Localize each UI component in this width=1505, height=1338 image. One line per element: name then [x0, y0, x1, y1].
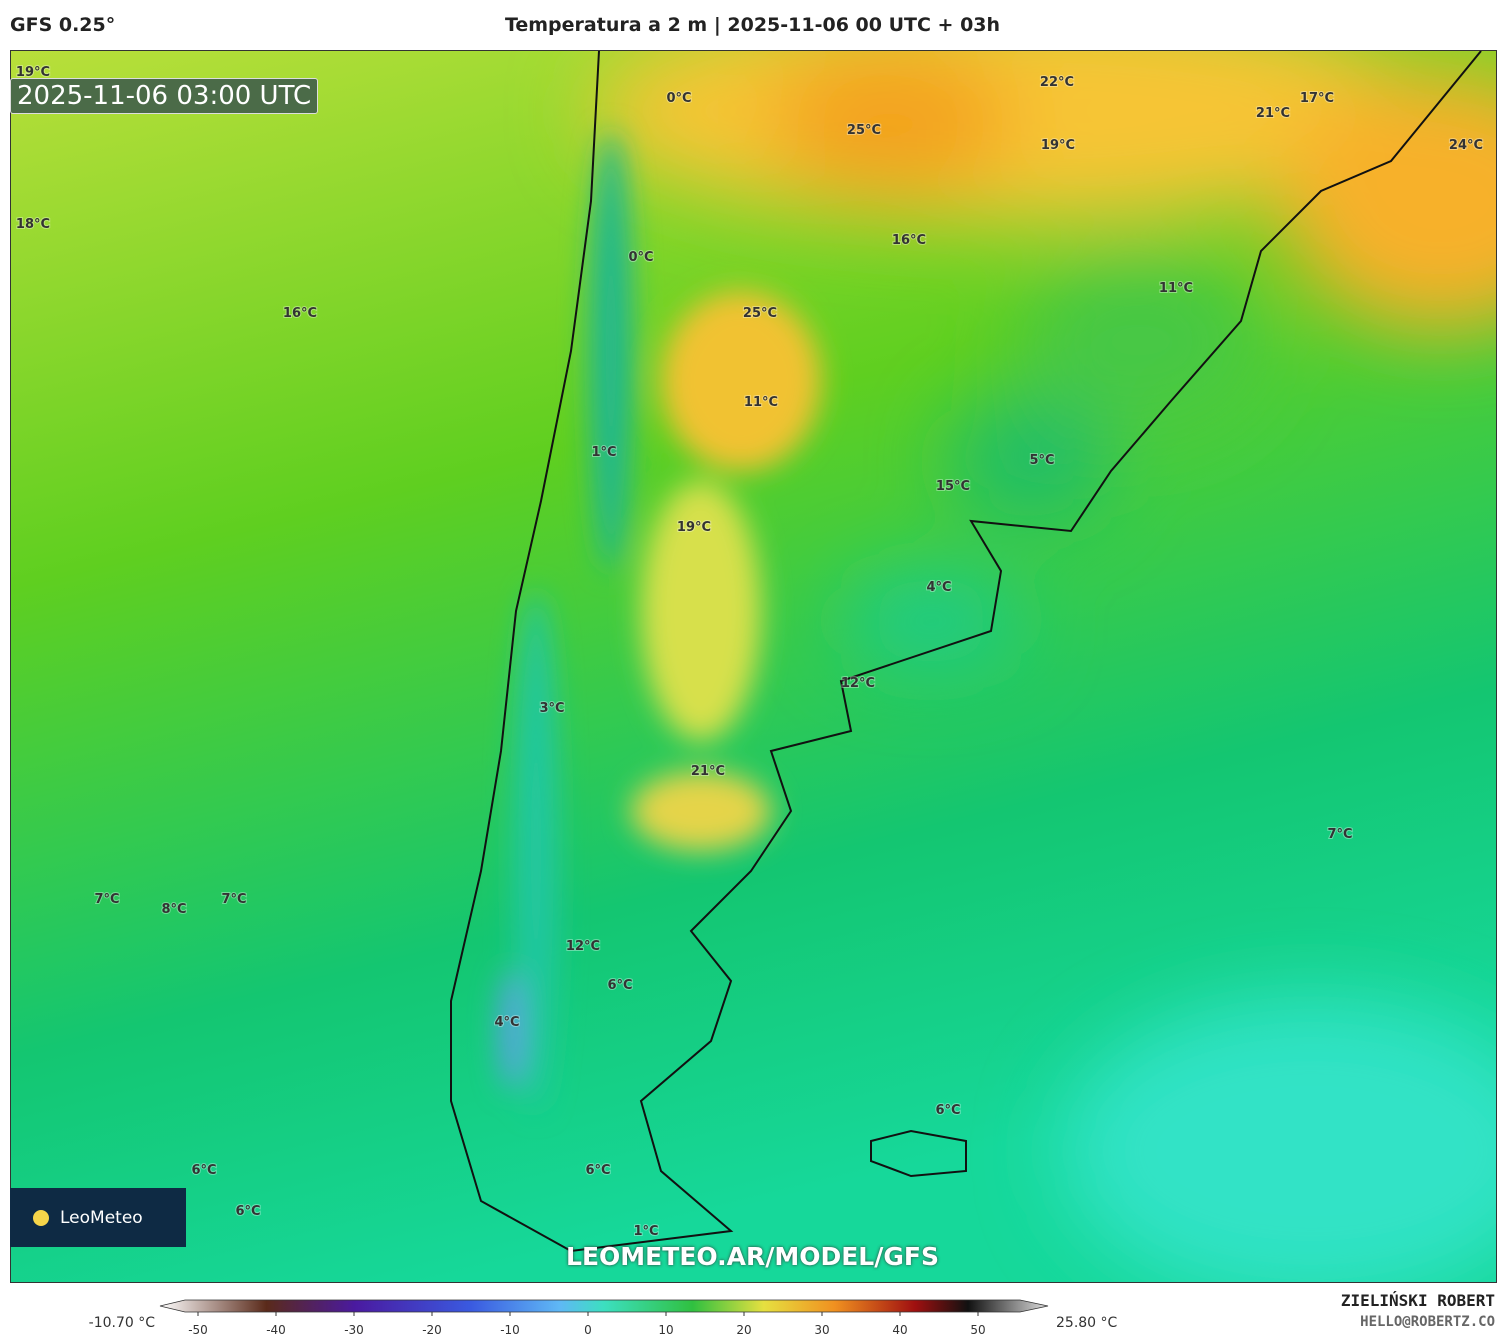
temperature-label: 12°C	[841, 676, 875, 691]
temperature-label: 0°C	[628, 250, 653, 265]
temperature-label: 19°C	[1041, 138, 1075, 153]
logo: LeoMeteo	[10, 1188, 186, 1247]
temperature-label: 4°C	[926, 580, 951, 595]
temperature-label: 7°C	[221, 892, 246, 907]
colorbar-tick-label: -10	[500, 1323, 520, 1337]
temperature-label: 25°C	[847, 123, 881, 138]
temperature-label: 11°C	[1159, 281, 1193, 296]
model-name: GFS 0.25°	[10, 14, 116, 36]
temperature-label: 6°C	[935, 1103, 960, 1118]
temperature-label: 12°C	[566, 939, 600, 954]
temperature-label: 5°C	[1029, 453, 1054, 468]
temperature-label: 6°C	[191, 1163, 216, 1178]
colorbar-tick-label: 0	[584, 1323, 592, 1337]
temperature-label: 4°C	[494, 1015, 519, 1030]
colorbar-tick-label: -50	[188, 1323, 208, 1337]
colorbar-min: -10.70 °C	[89, 1315, 156, 1331]
colorbar-tick-label: 20	[736, 1323, 751, 1337]
colorbar-tick-label: 10	[658, 1323, 673, 1337]
temperature-label: 21°C	[691, 764, 725, 779]
watermark: LEOMETEO.AR/MODEL/GFS	[566, 1242, 939, 1271]
colorbar-tick-label: -40	[266, 1323, 286, 1337]
temperature-label: 6°C	[585, 1163, 610, 1178]
temperature-label: 19°C	[677, 520, 711, 535]
temperature-label: 18°C	[16, 217, 50, 232]
colorbar-tick-label: -30	[344, 1323, 364, 1337]
temperature-label: 11°C	[744, 395, 778, 410]
logo-sun	[33, 1209, 49, 1226]
temperature-label: 0°C	[666, 91, 691, 106]
timestamp: 2025-11-06 03:00 UTC	[10, 78, 319, 114]
colorbar-tick-label: -20	[422, 1323, 442, 1337]
temperature-label: 21°C	[1256, 106, 1290, 121]
colorbar-tick-label: 30	[814, 1323, 829, 1337]
colorbar-tick-label: 40	[892, 1323, 907, 1337]
temperature-label: 6°C	[235, 1204, 260, 1219]
temperature-label: 16°C	[892, 233, 926, 248]
temperature-label: 1°C	[591, 445, 616, 460]
temperature-label: 25°C	[743, 306, 777, 321]
temperature-label: 22°C	[1040, 75, 1074, 90]
temperature-label: 24°C	[1449, 138, 1483, 153]
temperature-label: 1°C	[633, 1224, 658, 1239]
author: ZIELIŃSKI ROBERT	[1340, 1291, 1495, 1310]
temperature-map: 19°C 18°C 16°C 0°C 25°C 22°C 19°C 21°C 17°C 24°C 0…	[10, 50, 1497, 1283]
contact: HELLO@ROBERTZ.CO	[1360, 1314, 1495, 1330]
title: Temperatura a 2 m | 2025-11-06 00 UTC + …	[504, 14, 1001, 36]
temperature-label: 8°C	[161, 902, 186, 917]
colorbar-tick-label: 50	[970, 1323, 985, 1337]
logo-text: LeoMeteo	[60, 1207, 143, 1228]
temperature-label: 16°C	[283, 306, 317, 321]
colorbar: -50 -40 -30 -20 -10 0 10 20 30 40 50 -10.70 °C 25.80…	[89, 1299, 1118, 1337]
temperature-label: 6°C	[607, 978, 632, 993]
temperature-label: 7°C	[1327, 827, 1352, 842]
temperature-label: 17°C	[1300, 91, 1334, 106]
temperature-label: 15°C	[936, 479, 970, 494]
temperature-label: 7°C	[94, 892, 119, 907]
colorbar-max: 25.80 °C	[1056, 1315, 1118, 1331]
temperature-label: 3°C	[539, 701, 564, 716]
temperature-label: 19°C	[16, 65, 50, 80]
